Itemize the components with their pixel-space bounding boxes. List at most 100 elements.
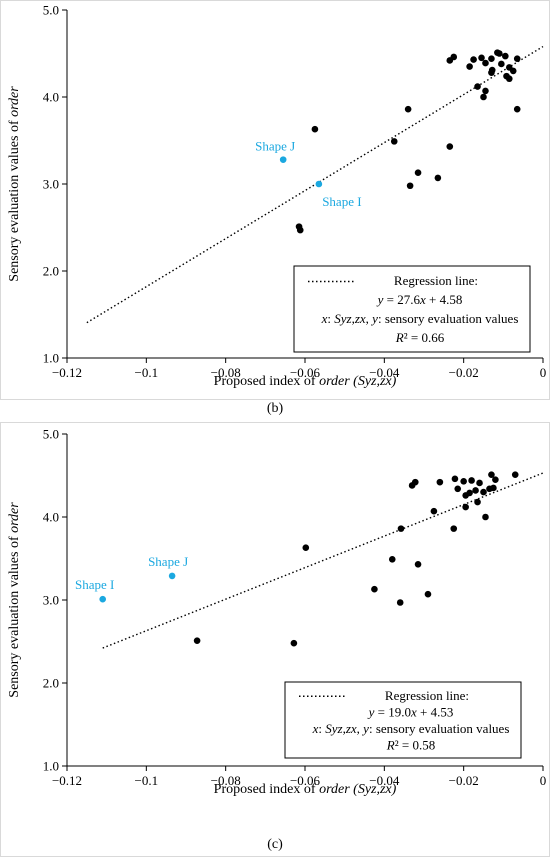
x-tick-label: −0.04 (369, 773, 400, 788)
data-point (390, 138, 398, 145)
data-point (414, 561, 422, 568)
legend-entry: x: Syz,zx, y: sensory evaluation values (312, 721, 510, 736)
data-point (434, 174, 442, 182)
data-point (466, 63, 473, 70)
y-tick-label: 1.0 (43, 759, 59, 774)
data-point (488, 66, 496, 74)
highlighted-point (168, 572, 176, 580)
x-tick-label: 0 (540, 365, 547, 380)
highlighted-point-label: Shape I (322, 194, 361, 209)
data-point (480, 93, 487, 101)
x-tick-label: −0.04 (369, 365, 400, 380)
data-point (388, 556, 396, 563)
legend-entry: R² = 0.58 (386, 737, 435, 752)
data-point (406, 182, 414, 190)
regression-line (102, 472, 544, 649)
highlighted-point (279, 156, 287, 163)
data-point (466, 489, 473, 497)
x-tick-label: −0.1 (135, 365, 159, 380)
panel-frame (0, 422, 550, 857)
x-tick-label: −0.1 (135, 773, 159, 788)
y-tick-label: 2.0 (43, 264, 59, 279)
data-point (193, 637, 201, 644)
highlighted-point-label: Shape J (148, 554, 188, 569)
data-point (470, 56, 477, 63)
data-point (482, 87, 489, 95)
legend-entry: y = 19.0x + 4.53 (367, 704, 454, 719)
data-point (396, 599, 404, 606)
regression-line (86, 45, 544, 324)
data-point (474, 498, 481, 506)
legend-entry: x: Syz,zx, y: sensory evaluation values (321, 311, 519, 326)
legend-box (293, 265, 531, 353)
data-point (505, 75, 513, 83)
data-point (513, 55, 521, 63)
data-point (474, 83, 481, 90)
data-point (488, 55, 495, 63)
data-point (296, 226, 304, 234)
data-point (492, 476, 499, 483)
legend-entry: R² = 0.66 (395, 330, 445, 345)
y-tick-label: 5.0 (43, 3, 59, 18)
data-point (414, 169, 422, 176)
data-point (436, 478, 444, 486)
data-point (498, 60, 505, 68)
y-tick-label: 3.0 (43, 593, 59, 608)
highlighted-point (99, 595, 106, 603)
data-point (446, 143, 454, 150)
data-point (513, 105, 521, 113)
data-point (404, 105, 412, 113)
data-point (511, 471, 519, 478)
data-point (488, 471, 495, 478)
data-point (476, 479, 483, 487)
x-tick-label: −0.02 (449, 773, 479, 788)
data-point (502, 52, 509, 60)
data-point (460, 478, 467, 485)
y-tick-label: 3.0 (43, 177, 59, 192)
data-point (454, 485, 462, 493)
data-point (472, 487, 479, 494)
y-axis-title: Sensory evaluation values of order (7, 86, 22, 282)
data-point (496, 50, 503, 57)
y-tick-label: 4.0 (43, 510, 59, 525)
data-point (290, 639, 298, 647)
panel-label: (c) (267, 837, 283, 852)
chart-panel-1: 1.0 2.0 3.0 4.0 5.0 −0.12 −0.1 −0.08 −0.06 −0.04 −… (0, 0, 550, 416)
x-tick-label: −0.12 (52, 365, 82, 380)
data-point (371, 585, 378, 593)
data-point (482, 59, 489, 67)
highlighted-point-label: Shape J (255, 139, 295, 154)
y-tick-label: 1.0 (43, 351, 59, 366)
data-point (482, 513, 489, 521)
y-tick-label: 5.0 (43, 427, 59, 442)
chart-panel-2: 1.0 2.0 3.0 4.0 5.0 −0.12 −0.1 −0.08 −0.06 −0.04 −… (0, 422, 550, 857)
data-point (450, 525, 458, 532)
highlighted-point (315, 180, 323, 188)
y-axis-title: Sensory evaluation values of order (7, 502, 22, 698)
x-tick-label: −0.12 (52, 773, 82, 788)
data-point (311, 125, 319, 133)
x-tick-label: 0 (540, 773, 547, 788)
legend: Regression line:y = 19.0x + 4.53 x: Syz,z… (284, 681, 522, 759)
x-tick-label: −0.08 (211, 365, 241, 380)
legend-box (284, 681, 522, 759)
x-tick-label: −0.06 (290, 773, 321, 788)
data-point (478, 54, 485, 62)
highlighted-point-label: Shape I (75, 577, 114, 592)
data-point (509, 67, 517, 75)
y-tick-label: 2.0 (43, 676, 59, 691)
x-tick-label: −0.08 (211, 773, 241, 788)
data-point (451, 475, 459, 483)
data-point (430, 507, 438, 515)
x-tick-label: −0.02 (449, 365, 479, 380)
data-point (450, 53, 458, 61)
panel-label: (b) (267, 401, 284, 416)
data-point (424, 590, 432, 598)
legend-entry: y = 27.6x + 4.58 (376, 292, 463, 307)
legend-entry: Regression line: (385, 688, 469, 703)
x-tick-label: −0.06 (290, 365, 321, 380)
data-point (462, 503, 469, 511)
legend: Regression line: y = 27.6x + 4.58 x: Syz,z… (293, 265, 531, 353)
data-point (490, 484, 497, 492)
